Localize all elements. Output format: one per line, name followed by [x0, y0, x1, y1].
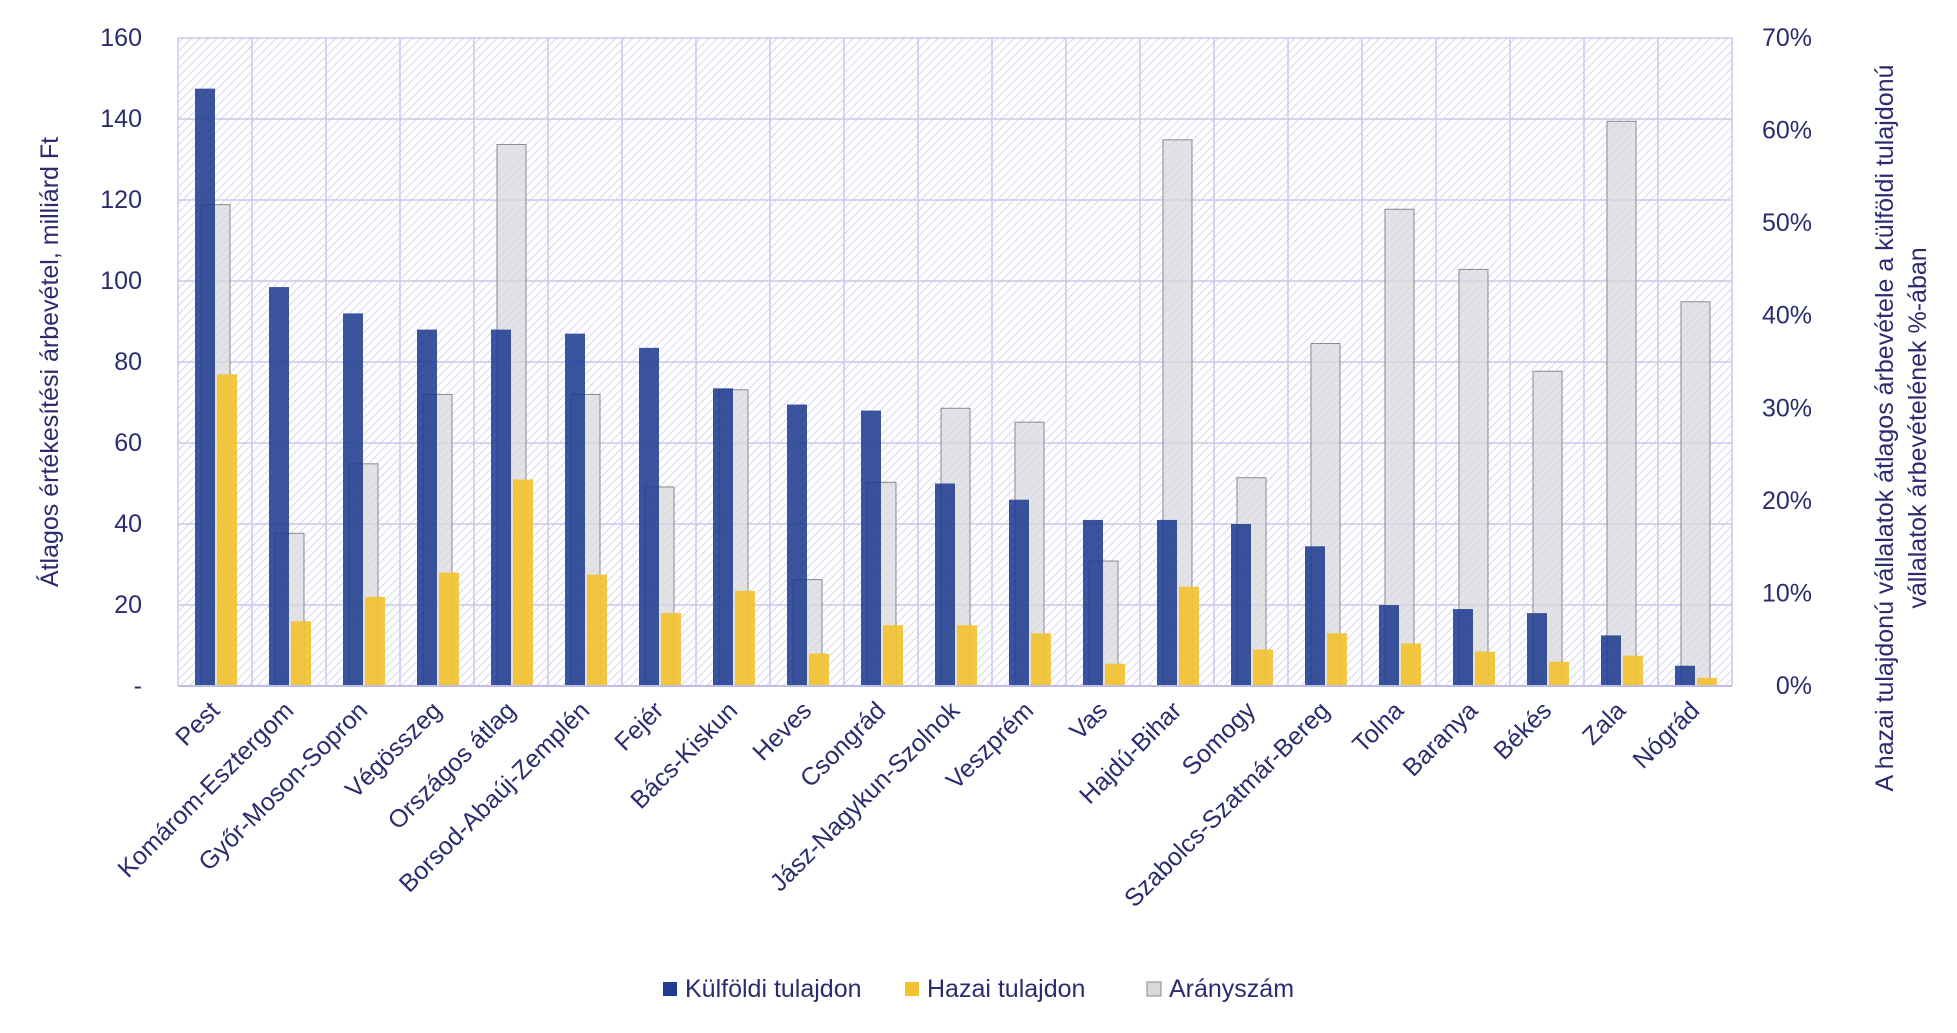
bar-foreign-veszprem	[1009, 499, 1029, 686]
x-tick-label-bekes: Békés	[1488, 696, 1557, 765]
bar-domestic-fejer	[661, 613, 681, 686]
legend-label-ratio: Arányszám	[1169, 975, 1294, 1003]
legend-label-foreign: Külföldi tulajdon	[685, 975, 862, 1003]
bar-foreign-zala	[1601, 635, 1621, 686]
bar-foreign-bacs-kiskun	[713, 388, 733, 686]
bar-domestic-heves	[809, 653, 829, 686]
bar-domestic-jasz-nagykun-szolnok	[957, 625, 977, 686]
bar-foreign-komarom-esztergom	[269, 287, 289, 686]
domestic-series	[217, 374, 1717, 686]
y2-tick-label: 0%	[1776, 672, 1812, 700]
bar-foreign-pest	[195, 88, 215, 686]
foreign-series	[195, 88, 1695, 686]
bar-domestic-vas	[1105, 663, 1125, 686]
legend-swatch-foreign	[663, 982, 677, 996]
y-tick-label: 80	[114, 348, 142, 376]
bar-foreign-nograd	[1675, 665, 1695, 686]
bar-foreign-jasz-nagykun-szolnok	[935, 483, 955, 686]
y-tick-label: 20	[114, 591, 142, 619]
y2-tick-label: 20%	[1762, 487, 1812, 515]
bar-domestic-orszagos-atlag	[513, 479, 533, 686]
y-tick-label: 140	[100, 105, 142, 133]
bar-domestic-szabolcs-szatmar-bereg	[1327, 633, 1347, 686]
y-axis-right-ticks: 0% 10% 20% 30% 40% 50% 60% 70%	[1762, 24, 1812, 700]
legend-label-domestic: Hazai tulajdon	[927, 975, 1085, 1003]
x-tick-label-tolna: Tolna	[1347, 696, 1409, 758]
bar-foreign-vas	[1083, 519, 1103, 686]
y2-tick-label: 30%	[1762, 394, 1812, 422]
bar-foreign-borsod-abauj-zemplen	[565, 333, 585, 686]
y-tick-label: 40	[114, 510, 142, 538]
legend: Külföldi tulajdon Hazai tulajdon Aránysz…	[663, 975, 1294, 1003]
x-tick-label-baranya: Baranya	[1398, 696, 1484, 782]
y2-tick-label: 60%	[1762, 117, 1812, 145]
x-tick-label-vas: Vas	[1064, 696, 1113, 745]
bar-foreign-baranya	[1453, 609, 1473, 686]
bar-domestic-baranya	[1475, 651, 1495, 686]
bar-domestic-nograd	[1697, 677, 1717, 686]
x-tick-label-orszagos-atlag: Országos átlag	[383, 696, 522, 835]
bar-domestic-veszprem	[1031, 633, 1051, 686]
bar-foreign-csongrad	[861, 410, 881, 686]
bar-domestic-bacs-kiskun	[735, 590, 755, 686]
x-tick-label-zala: Zala	[1577, 696, 1631, 750]
x-tick-label-pest: Pest	[170, 696, 225, 751]
bar-domestic-csongrad	[883, 625, 903, 686]
bar-foreign-vegosszeg	[417, 329, 437, 686]
bar-foreign-hajdu-bihar	[1157, 519, 1177, 686]
bar-foreign-heves	[787, 404, 807, 686]
y2-tick-label: 70%	[1762, 24, 1812, 52]
x-tick-label-heves: Heves	[747, 696, 817, 766]
bar-domestic-hajdu-bihar	[1179, 586, 1199, 686]
y-axis-right-title-line2: vállalatok árbevételének %-ában	[1904, 247, 1932, 608]
y-tick-label: 120	[100, 186, 142, 214]
bar-ratio-nograd	[1680, 301, 1711, 687]
x-tick-label-nograd: Nógrád	[1627, 696, 1705, 774]
bar-foreign-somogy	[1231, 524, 1251, 686]
y-axis-left-ticks: - 20 40 60 80 100 120 140 160	[100, 24, 142, 700]
y-axis-right-title-line1: A hazai tulajdonú vállalatok átlagos árb…	[1871, 65, 1899, 792]
bar-domestic-vegosszeg	[439, 572, 459, 686]
bar-domestic-somogy	[1253, 649, 1273, 686]
bar-domestic-zala	[1623, 655, 1643, 686]
y-tick-label: 160	[100, 24, 142, 52]
legend-swatch-ratio	[1146, 981, 1162, 997]
y2-tick-label: 40%	[1762, 302, 1812, 330]
y-axis-left-title: Átlagos értékesítési árbevétel, milliárd…	[35, 137, 64, 587]
bar-domestic-gyor-moson-sopron	[365, 596, 385, 686]
bar-foreign-fejer	[639, 347, 659, 686]
y2-tick-label: 10%	[1762, 579, 1812, 607]
x-tick-label-fejer: Fejér	[609, 696, 669, 756]
bar-foreign-szabolcs-szatmar-bereg	[1305, 546, 1325, 686]
bar-domestic-komarom-esztergom	[291, 621, 311, 686]
x-axis-labels: PestKomárom-EsztergomGyőr-Moson-SopronVé…	[112, 696, 1705, 913]
bar-domestic-tolna	[1401, 643, 1421, 686]
bar-domestic-bekes	[1549, 661, 1569, 686]
bar-foreign-bekes	[1527, 613, 1547, 686]
bar-foreign-orszagos-atlag	[491, 329, 511, 686]
y-tick-label: 100	[100, 267, 142, 295]
bar-domestic-borsod-abauj-zemplen	[587, 574, 607, 686]
bar-foreign-tolna	[1379, 605, 1399, 686]
y-tick-label: -	[134, 672, 142, 700]
y2-tick-label: 50%	[1762, 209, 1812, 237]
legend-swatch-domestic	[905, 982, 919, 996]
bar-ratio-zala	[1606, 120, 1637, 687]
bar-domestic-pest	[217, 374, 237, 686]
bar-foreign-gyor-moson-sopron	[343, 313, 363, 686]
y-tick-label: 60	[114, 429, 142, 457]
